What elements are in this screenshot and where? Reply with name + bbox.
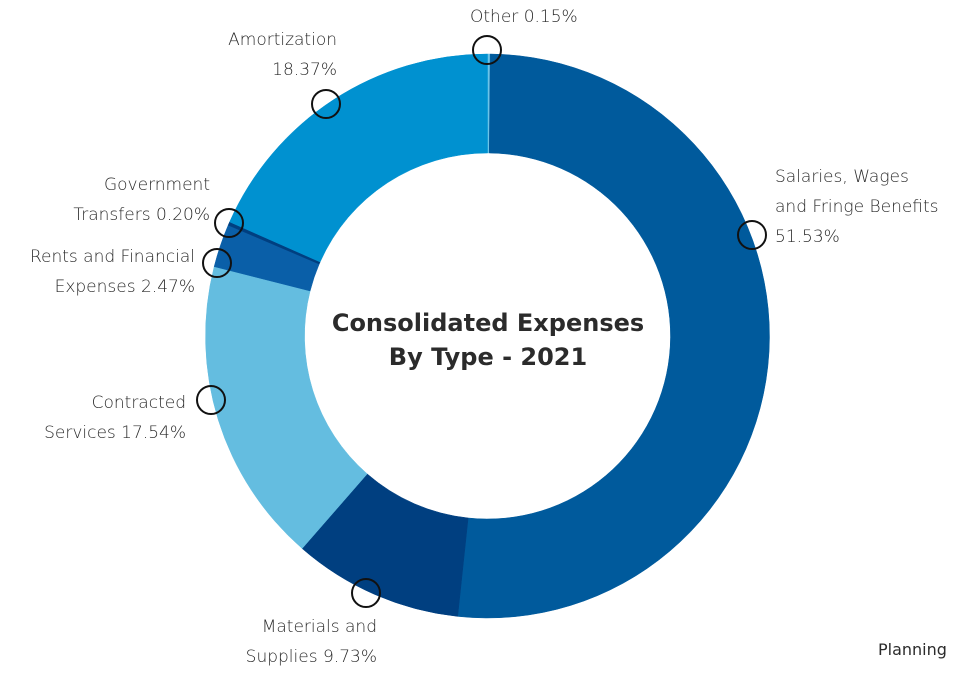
value-label: 9.73% [322, 647, 377, 667]
slice-label: Materials and Supplies 9.73% [246, 612, 377, 672]
value-label: 2.47% [140, 277, 195, 297]
category-name: Amortization [228, 30, 337, 50]
category-name: Government Transfers [73, 175, 210, 225]
value-label: 17.54% [121, 423, 186, 443]
category-name: Materials and Supplies [245, 617, 377, 667]
category-name: Contracted Services [44, 393, 186, 443]
value-label: 18.37% [272, 60, 337, 80]
label-marker [351, 578, 381, 608]
donut-slice [205, 266, 368, 549]
slice-label: Salaries, Wages and Fringe Benefits 51.53… [775, 162, 939, 252]
label-marker [202, 248, 232, 278]
slice-label: Rents and Financial Expenses 2.47% [30, 242, 195, 302]
slice-label: Government Transfers 0.20% [73, 170, 210, 230]
donut-slice [229, 53, 488, 263]
label-marker [196, 385, 226, 415]
label-marker [472, 35, 502, 65]
value-label: 0.15% [523, 7, 578, 27]
category-name: Rents and Financial Expenses [29, 247, 195, 297]
label-marker [737, 220, 767, 250]
value-label: 51.53% [775, 227, 840, 247]
category-name: Salaries, Wages and Fringe Benefits [775, 167, 939, 217]
label-marker [214, 208, 244, 238]
slice-label: Contracted Services 17.54% [44, 388, 186, 448]
donut-slice [457, 53, 770, 619]
footer: Planning [878, 640, 947, 659]
label-marker [311, 89, 341, 119]
value-label: 0.20% [155, 205, 210, 225]
slice-label: Other 0.15% [470, 2, 578, 32]
chart-title: Consolidated Expenses By Type - 2021 [331, 309, 645, 371]
category-name: Other [470, 7, 519, 27]
slice-label: Amortization 18.37% [228, 25, 337, 85]
